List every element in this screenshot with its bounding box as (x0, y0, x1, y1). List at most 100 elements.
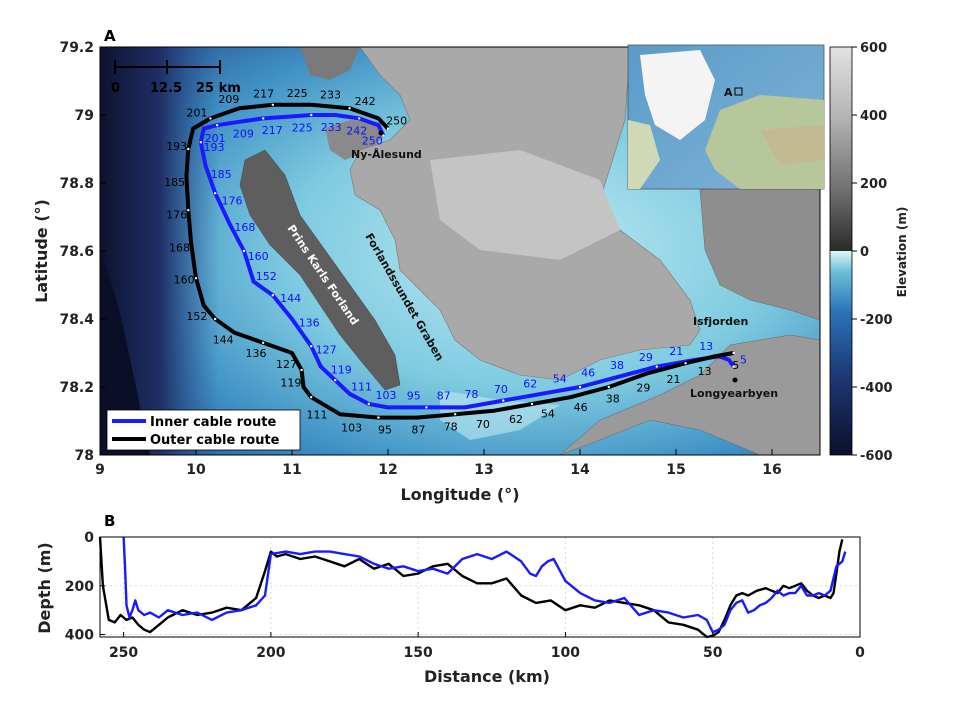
route-node (300, 368, 303, 372)
outer-km-label: 62 (509, 413, 523, 426)
outer-km-label: 168 (169, 241, 190, 254)
inner-km-label: 95 (407, 389, 421, 402)
route-node (262, 117, 265, 120)
route-node (187, 147, 190, 151)
route-node (684, 362, 687, 365)
inner-km-label: 144 (280, 292, 301, 305)
outer-km-label: 103 (341, 421, 362, 434)
colorbar-tick-label: 200 (860, 177, 887, 192)
outer-km-label: 225 (287, 87, 308, 100)
route-node (386, 127, 390, 130)
profile-lines (98, 536, 847, 639)
legend-box (106, 409, 301, 451)
inner-km-label: 62 (523, 378, 537, 391)
scale-label-0: 0 (111, 81, 120, 96)
route-node (348, 107, 351, 110)
inset-greenland (640, 50, 715, 140)
inner-km-label: 242 (346, 124, 367, 137)
colorbar-ticks: 600 400 200 0 -200 -400 -600 (852, 41, 893, 464)
route-node (334, 379, 337, 382)
route-node (271, 103, 274, 107)
outer-km-label: 233 (320, 89, 341, 102)
route-node (262, 341, 265, 344)
profile-x-tick-label: 50 (703, 645, 723, 661)
route-node (377, 416, 380, 419)
outer-km-label: 21 (667, 373, 681, 386)
profile-x-tick-label: 100 (551, 645, 580, 661)
outer-km-label: 119 (280, 377, 301, 390)
outer-km-label: 201 (187, 106, 208, 119)
deep-trench (100, 250, 150, 455)
outer-km-label: 217 (253, 88, 274, 101)
inset-location-box (734, 87, 743, 96)
outer-km-label: 95 (378, 424, 392, 437)
profile-y-tick-label: 200 (65, 579, 94, 595)
profile-x-ticks: 250 200 150 100 50 0 (109, 632, 865, 661)
route-node (199, 141, 202, 144)
inner-km-label: 5 (740, 354, 747, 367)
map-y-tick-label: 78.2 (59, 380, 94, 396)
map-x-tick-label: 11 (282, 462, 301, 478)
scale-label-mid: 12.5 (150, 81, 182, 96)
profile-y-tick-label: 0 (84, 530, 94, 546)
route-node (194, 277, 198, 280)
inner-km-label: 176 (222, 195, 243, 208)
outer-km-label: 29 (636, 382, 650, 395)
route-node (367, 402, 370, 406)
profile-x-tick-label: 200 (256, 645, 285, 661)
profile-x-label: Distance (km) (424, 667, 550, 686)
map-y-tick-label: 79 (75, 108, 94, 124)
map-y-label: Latitude (°) (32, 199, 51, 303)
map-x-tick-label: 15 (666, 462, 685, 478)
profile-y-ticks: 0 200 400 (65, 530, 105, 644)
route-node (242, 249, 246, 253)
inner-km-label: 233 (321, 121, 342, 134)
place-longyearbyen: Longyearbyen (690, 387, 778, 400)
inner-km-label: 119 (331, 363, 352, 376)
map-x-tick-label: 12 (378, 462, 397, 478)
inner-km-label: 87 (437, 389, 451, 402)
inner-km-label: 160 (248, 250, 269, 263)
inner-km-label: 38 (610, 359, 624, 372)
panel-b-label: B (104, 512, 115, 530)
inner-km-label: 21 (669, 345, 683, 358)
inner-km-label: 111 (351, 381, 372, 394)
inner-km-label: 127 (316, 344, 337, 357)
route-node (732, 351, 735, 355)
colorbar-tick-label: 400 (860, 109, 887, 124)
longyearbyen-marker (732, 377, 738, 383)
colorbar-tick-label: -400 (860, 381, 893, 396)
outer-km-label: 78 (444, 421, 458, 434)
colorbar-tick-label: -200 (860, 313, 893, 328)
profile-x-tick-label: 0 (855, 645, 865, 661)
route-node (209, 117, 212, 120)
place-isfjorden: Isfjorden (693, 315, 748, 328)
inset-north-america (628, 120, 660, 189)
outer-km-label: 176 (166, 209, 187, 222)
legend: Inner cable route Outer cable route (106, 409, 301, 451)
route-node (454, 413, 457, 416)
map-x-tick-label: 16 (762, 462, 781, 478)
land-highland (430, 150, 620, 260)
route-node (310, 345, 313, 348)
place-ny-alesund: Ny-Ålesund (351, 148, 422, 161)
inner-km-label: 70 (494, 383, 508, 396)
map-x-tick-label: 14 (570, 462, 590, 478)
scale-label-end: 25 km (196, 81, 241, 96)
inner-km-label: 201 (205, 132, 226, 145)
route-node (310, 396, 313, 399)
route-node (655, 365, 658, 368)
outer-km-label: 209 (218, 93, 239, 106)
outer-km-label: 111 (307, 409, 328, 422)
route-node (578, 385, 582, 389)
inner-km-label: 13 (699, 340, 713, 353)
outer-km-label: 13 (698, 365, 712, 378)
route-node (310, 113, 313, 117)
cable-routes (184, 102, 736, 420)
inset-marker-label: A (724, 86, 733, 99)
panel-a-label: A (104, 27, 116, 45)
colorbar-tick-label: 600 (860, 41, 887, 56)
outer-km-label: 70 (476, 418, 490, 431)
